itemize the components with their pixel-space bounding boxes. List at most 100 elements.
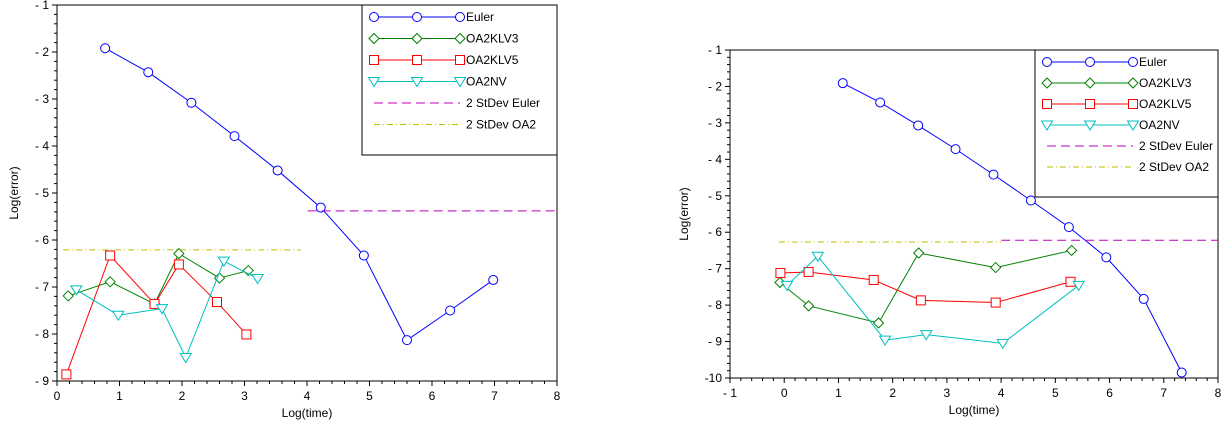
legend-marker [1041, 77, 1053, 89]
legend: Euler OA2KLV3 OA2KLV5 OA2NV 2 StDev Euler 2 S… [1034, 49, 1219, 198]
y-tick-label: - 9 [708, 335, 722, 349]
data-point [996, 338, 1010, 350]
legend-marker [411, 32, 423, 45]
x-tick-label: 1 [835, 386, 842, 400]
legend-label: Euler [1139, 55, 1167, 69]
legend-marker [1040, 120, 1054, 131]
y-tick-label: - 9 [35, 374, 49, 388]
y-tick-label: - 8 [708, 298, 722, 312]
legend-label: 2 StDev OA2 [466, 118, 536, 132]
legend-label: Euler [466, 10, 494, 24]
y-tick-label: - 7 [35, 280, 49, 294]
data-point [868, 274, 879, 285]
y-tick-label: - 7 [708, 262, 722, 276]
x-tick-label: 8 [554, 389, 561, 403]
data-point [402, 335, 412, 346]
legend-marker [1084, 77, 1096, 89]
legend-label: 2 StDev Euler [466, 96, 540, 110]
legend-marker [369, 12, 379, 22]
series-line [786, 255, 1079, 344]
legend-marker [412, 12, 422, 22]
data-point [774, 276, 786, 289]
data-point [229, 131, 240, 142]
data-point [104, 276, 116, 288]
y-tick-label: - 2 [35, 45, 49, 59]
data-point [212, 297, 222, 308]
data-point [242, 264, 254, 277]
x-tick-label: 8 [1215, 386, 1222, 400]
legend-label: OA2KLV5 [1139, 97, 1192, 111]
series-oa2nv [69, 256, 265, 364]
data-point [1063, 222, 1074, 233]
data-point [61, 369, 72, 380]
x-tick-label: 5 [1052, 386, 1059, 400]
y-tick-label: - 4 [708, 152, 722, 166]
legend-label: 2 StDev OA2 [1139, 160, 1209, 174]
data-point [217, 256, 231, 268]
y-tick-label: - 8 [35, 327, 49, 341]
legend-label: OA2KLV3 [466, 32, 519, 46]
data-point [241, 329, 252, 340]
x-tick-label: 7 [491, 389, 498, 403]
data-point [173, 247, 185, 260]
data-point [875, 97, 886, 108]
y-tick-label: - 6 [35, 233, 49, 247]
series-oa2klv5 [775, 266, 1076, 308]
series-euler [100, 43, 499, 346]
y-axis-label: Log(error) [7, 166, 21, 219]
x-tick-label: 1 [116, 389, 123, 403]
x-tick-label: 0 [54, 389, 61, 403]
y-axis-label: Log(error) [677, 187, 691, 240]
y-tick-label: -10 [705, 371, 723, 385]
data-point [919, 330, 933, 341]
y-tick-label: - 4 [35, 139, 49, 153]
series-oa2nv [780, 251, 1086, 350]
plot-frame [729, 49, 1219, 379]
legend-box [1034, 49, 1219, 198]
data-point [1072, 280, 1086, 292]
legend-marker [1126, 120, 1140, 131]
data-point [251, 274, 265, 285]
x-tick-label: 2 [889, 386, 896, 400]
x-tick-label: 0 [781, 386, 788, 400]
data-point [775, 268, 786, 279]
x-tick-label: 5 [366, 389, 373, 403]
legend-label: OA2KLV5 [466, 53, 519, 67]
x-tick-label: 6 [429, 389, 436, 403]
data-point [100, 43, 111, 54]
data-point [488, 274, 499, 285]
legend-marker [1128, 57, 1138, 67]
x-tick-label: 6 [1106, 386, 1113, 400]
x-tick-label: 4 [304, 389, 311, 403]
data-point [802, 300, 815, 312]
data-point [990, 297, 1001, 308]
data-point [69, 285, 83, 296]
y-tick-label: - 5 [35, 186, 49, 200]
legend: Euler OA2KLV3 OA2KLV5 OA2NV 2 StDev Euler 2 S… [361, 4, 558, 156]
x-tick-label: 3 [944, 386, 951, 400]
legend-marker [369, 55, 379, 65]
data-point [950, 144, 961, 155]
series-line [76, 260, 258, 359]
data-point [105, 250, 116, 261]
legend-marker [367, 77, 381, 88]
legend-marker [1085, 57, 1095, 67]
series-line [779, 249, 1072, 324]
series-oa2klv5 [61, 250, 252, 380]
legend-marker [454, 32, 466, 45]
data-point [912, 247, 925, 259]
data-point [811, 251, 825, 263]
data-point [149, 298, 160, 309]
x-tick-label: 7 [1160, 386, 1167, 400]
data-point [988, 169, 999, 180]
legend-marker [1042, 99, 1052, 109]
legend-marker [410, 77, 424, 88]
data-point [1101, 252, 1112, 263]
data-point [111, 310, 125, 322]
data-point [1176, 367, 1187, 378]
data-point [780, 280, 794, 292]
y-tick-label: - 5 [708, 189, 722, 203]
legend-marker [455, 12, 465, 22]
data-point [878, 335, 892, 347]
legend-label: OA2NV [1139, 118, 1180, 132]
